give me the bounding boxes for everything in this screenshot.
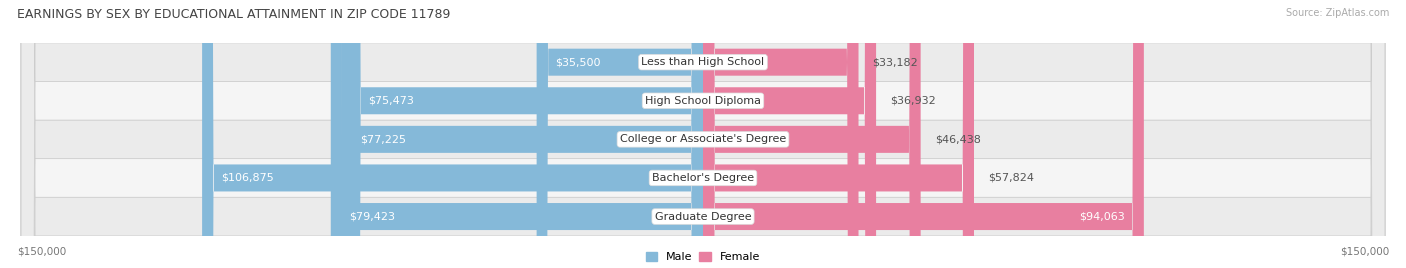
FancyBboxPatch shape [537,0,703,268]
FancyBboxPatch shape [703,0,1144,268]
Text: $57,824: $57,824 [988,173,1033,183]
Text: Graduate Degree: Graduate Degree [655,211,751,222]
FancyBboxPatch shape [342,0,703,268]
Text: $75,473: $75,473 [368,96,413,106]
Legend: Male, Female: Male, Female [647,252,759,262]
Text: $150,000: $150,000 [17,247,66,257]
FancyBboxPatch shape [21,0,1385,268]
Text: EARNINGS BY SEX BY EDUCATIONAL ATTAINMENT IN ZIP CODE 11789: EARNINGS BY SEX BY EDUCATIONAL ATTAINMEN… [17,8,450,21]
Text: $94,063: $94,063 [1080,211,1125,222]
Text: Less than High School: Less than High School [641,57,765,67]
Text: Source: ZipAtlas.com: Source: ZipAtlas.com [1285,8,1389,18]
FancyBboxPatch shape [21,0,1385,268]
FancyBboxPatch shape [703,0,859,268]
Text: $77,225: $77,225 [360,134,406,144]
FancyBboxPatch shape [21,0,1385,268]
Text: $33,182: $33,182 [873,57,918,67]
FancyBboxPatch shape [703,0,974,268]
FancyBboxPatch shape [21,0,1385,268]
FancyBboxPatch shape [21,0,1385,268]
Text: High School Diploma: High School Diploma [645,96,761,106]
Text: $106,875: $106,875 [221,173,274,183]
Text: College or Associate's Degree: College or Associate's Degree [620,134,786,144]
Text: $79,423: $79,423 [350,211,395,222]
FancyBboxPatch shape [330,0,703,268]
Text: Bachelor's Degree: Bachelor's Degree [652,173,754,183]
Text: $36,932: $36,932 [890,96,936,106]
Text: $150,000: $150,000 [1340,247,1389,257]
Text: $46,438: $46,438 [935,134,980,144]
FancyBboxPatch shape [202,0,703,268]
FancyBboxPatch shape [349,0,703,268]
Text: $35,500: $35,500 [555,57,600,67]
FancyBboxPatch shape [703,0,921,268]
FancyBboxPatch shape [703,0,876,268]
